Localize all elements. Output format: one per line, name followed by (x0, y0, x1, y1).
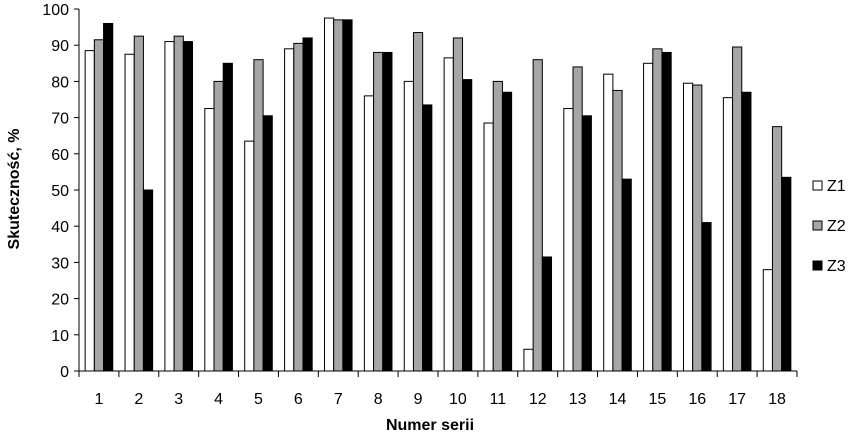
bar-z1-4 (204, 108, 215, 372)
bar-z1-6 (284, 48, 295, 372)
x-tick-label: 12 (529, 391, 547, 408)
bar-z2-9 (412, 32, 424, 372)
y-tick-label: 90 (51, 38, 69, 55)
bar-z1-3 (164, 41, 175, 372)
bar-z3-12 (541, 256, 553, 372)
y-axis-title: Skuteczność, % (6, 129, 23, 250)
bar-z1-13 (563, 108, 574, 372)
bar-z3-5 (262, 115, 273, 372)
bar-z2-4 (213, 80, 224, 372)
bar-z3-8 (382, 51, 393, 372)
y-tick-label: 100 (42, 2, 69, 19)
bar-z2-12 (532, 59, 543, 372)
x-tick-label: 2 (134, 391, 143, 408)
legend-swatch-z1 (812, 180, 823, 191)
bar-z3-15 (661, 51, 672, 372)
x-tick-label: 15 (648, 391, 666, 408)
x-axis-title: Numer serii (386, 417, 474, 434)
bar-z3-18 (781, 176, 792, 372)
bar-z1-18 (762, 269, 773, 372)
bar-z2-17 (732, 46, 743, 372)
y-tick-label: 60 (51, 147, 69, 164)
bar-z2-1 (93, 39, 105, 372)
legend-swatch-z2 (812, 220, 823, 231)
bar-z1-14 (603, 73, 614, 372)
bar-z1-7 (323, 17, 335, 372)
bar-z3-11 (501, 91, 513, 372)
bar-z2-10 (452, 37, 464, 372)
y-tick-label: 30 (51, 255, 69, 272)
bar-z2-5 (253, 59, 264, 372)
legend-label-z2: Z2 (827, 218, 846, 235)
x-tick-label: 13 (569, 391, 587, 408)
x-tick-label: 3 (174, 391, 183, 408)
bar-z2-16 (692, 84, 703, 372)
y-tick-label: 80 (51, 74, 69, 91)
bar-z2-3 (173, 35, 184, 372)
bar-z3-3 (182, 41, 194, 372)
x-tick-label: 8 (374, 391, 383, 408)
x-tick-label: 6 (294, 391, 303, 408)
x-tick-label: 1 (94, 391, 103, 408)
x-tick-label: 18 (768, 391, 786, 408)
bar-z3-17 (741, 91, 752, 372)
y-tick-label: 40 (51, 219, 69, 236)
bar-z2-8 (373, 51, 384, 372)
bar-z1-10 (443, 57, 454, 372)
x-tick-label: 16 (688, 391, 706, 408)
bar-z1-15 (643, 62, 654, 372)
bar-z2-2 (133, 35, 144, 372)
bar-z1-8 (363, 95, 375, 372)
bar-z2-7 (333, 19, 344, 372)
x-tick-label: 7 (334, 391, 343, 408)
x-tick-label: 14 (609, 391, 627, 408)
y-tick-label: 50 (51, 183, 69, 200)
x-tick-label: 9 (414, 391, 423, 408)
bar-z3-13 (581, 115, 592, 372)
bar-z1-5 (244, 140, 255, 372)
x-tick-label: 4 (214, 391, 223, 408)
bar-z1-9 (403, 80, 414, 372)
y-tick-label: 0 (60, 364, 69, 381)
bar-z3-10 (462, 79, 473, 372)
y-tick-label: 70 (51, 111, 69, 128)
legend-label-z3: Z3 (827, 258, 846, 275)
bar-z2-18 (771, 126, 783, 372)
y-tick-label: 20 (51, 292, 69, 309)
bar-z3-9 (422, 104, 433, 372)
bar-z2-14 (612, 89, 623, 372)
plot-area (84, 17, 792, 372)
x-tick-label: 10 (449, 391, 467, 408)
bar-z3-16 (701, 222, 712, 372)
legend-swatch-z3 (812, 260, 823, 271)
bar-z2-13 (572, 66, 583, 372)
bar-z1-11 (483, 122, 494, 372)
legend-label-z1: Z1 (827, 178, 846, 195)
bar-z2-6 (293, 42, 304, 372)
bar-z1-2 (124, 53, 135, 372)
x-tick-label: 5 (254, 391, 263, 408)
legend: Z1 Z2 Z3 (812, 178, 846, 275)
bar-z1-12 (523, 348, 534, 372)
bar-z3-7 (342, 19, 353, 372)
bar-z2-11 (492, 80, 503, 372)
bar-z3-1 (103, 22, 114, 372)
x-tick-label: 17 (728, 391, 746, 408)
bar-z3-14 (621, 178, 632, 372)
y-tick-label: 10 (51, 328, 69, 345)
bar-z3-4 (222, 62, 233, 372)
bar-z1-17 (722, 97, 734, 372)
x-tick-label: 11 (490, 391, 507, 408)
bar-z3-6 (302, 37, 313, 372)
bar-z1-16 (682, 82, 694, 372)
bar-z2-15 (652, 48, 663, 372)
bar-z1-1 (84, 50, 95, 372)
bar-z3-2 (142, 189, 154, 372)
